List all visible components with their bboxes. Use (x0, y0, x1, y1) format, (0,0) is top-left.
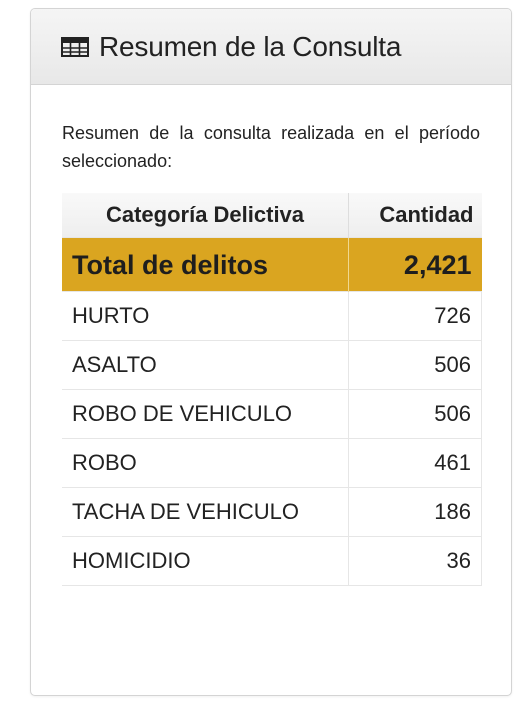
header-quantity: Cantidad (348, 193, 482, 238)
summary-table: Categoría Delictiva Cantidad Total de de… (62, 193, 482, 586)
row-value: 36 (348, 536, 482, 586)
panel-body: Resumen de la consulta realizada en el p… (31, 85, 511, 586)
row-category: ROBO (62, 438, 349, 488)
summary-panel: Resumen de la Consulta Resumen de la con… (30, 8, 512, 696)
row-value: 461 (348, 438, 482, 488)
table-row: ROBO 461 (62, 438, 482, 488)
table-row: ROBO DE VEHICULO 506 (62, 389, 482, 439)
row-category: HOMICIDIO (62, 536, 349, 586)
total-value: 2,421 (348, 237, 482, 292)
row-value: 186 (348, 487, 482, 537)
panel-title: Resumen de la Consulta (99, 30, 402, 62)
total-row: Total de delitos 2,421 (62, 237, 482, 292)
row-category: HURTO (62, 291, 349, 341)
table-row: HOMICIDIO 36 (62, 536, 482, 586)
intro-text: Resumen de la consulta realizada en el p… (62, 123, 480, 171)
row-value: 726 (348, 291, 482, 341)
table-row: TACHA DE VEHICULO 186 (62, 487, 482, 537)
row-value: 506 (348, 389, 482, 439)
row-value: 506 (348, 340, 482, 390)
table-row: ASALTO 506 (62, 340, 482, 390)
row-category: ASALTO (62, 340, 349, 390)
row-category: ROBO DE VEHICULO (62, 389, 349, 439)
row-category: TACHA DE VEHICULO (62, 487, 349, 537)
table-icon (61, 36, 89, 57)
table-row: HURTO 726 (62, 291, 482, 341)
total-label: Total de delitos (62, 237, 349, 292)
panel-heading: Resumen de la Consulta (31, 9, 511, 85)
header-category: Categoría Delictiva (62, 193, 349, 238)
table-header-row: Categoría Delictiva Cantidad (62, 193, 482, 238)
